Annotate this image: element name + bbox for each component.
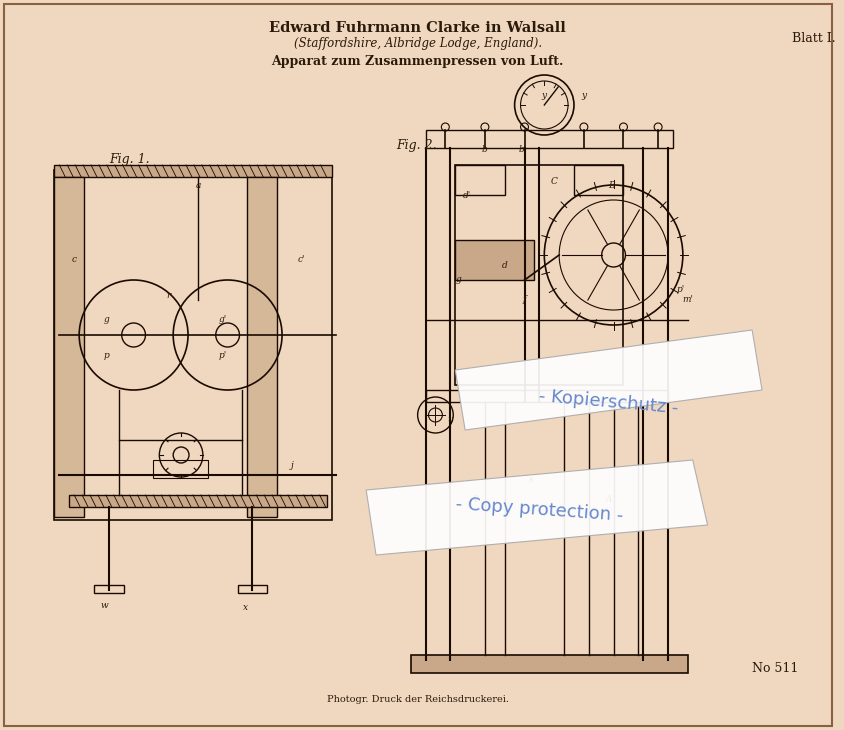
Bar [455,240,533,280]
Text: g': g' [219,315,226,325]
Text: - Kopierschutz -: - Kopierschutz - [538,387,679,417]
Text: d: d [501,261,507,269]
Text: r: r [166,291,170,299]
Text: u: u [446,415,452,425]
Bar [94,585,123,593]
Text: s: s [528,475,533,485]
Text: b: b [481,145,487,155]
Text: c: c [72,255,77,264]
Text: x: x [242,604,247,612]
Bar [455,165,623,385]
Text: Blatt I.: Blatt I. [791,31,835,45]
Bar [54,177,84,517]
Text: g: g [455,275,461,285]
Text: Edward Fuhrmann Clarke in Walsall: Edward Fuhrmann Clarke in Walsall [269,21,565,35]
Bar [410,655,687,673]
Bar [425,390,668,402]
Bar [154,460,208,478]
Bar [54,170,331,520]
Bar [54,165,331,177]
Bar [69,495,326,507]
Polygon shape [365,460,706,555]
Text: Fig. 1.: Fig. 1. [109,153,149,166]
Text: f: f [522,296,526,304]
Text: C: C [550,177,557,186]
Text: m': m' [681,296,692,304]
Text: - Copy protection -: - Copy protection - [454,495,623,525]
Text: w: w [100,601,108,610]
Text: c': c' [298,255,306,264]
Text: d': d' [463,191,471,199]
Polygon shape [455,330,761,430]
Text: Photogr. Druck der Reichsdruckerei.: Photogr. Druck der Reichsdruckerei. [327,696,508,704]
Bar [247,177,277,517]
Text: j: j [290,461,293,469]
Text: p: p [104,350,110,359]
Text: A: A [604,496,611,504]
Text: y: y [541,91,546,99]
Bar [573,165,623,195]
Text: p': p' [219,350,226,359]
Text: a: a [195,180,200,190]
Bar [425,130,672,148]
Text: B: B [608,180,614,190]
Bar [237,585,267,593]
Text: y: y [581,91,586,99]
Bar [455,165,504,195]
Text: p': p' [676,285,684,294]
Text: Apparat zum Zusammenpressen von Luft.: Apparat zum Zusammenpressen von Luft. [271,55,563,69]
Text: g: g [104,315,110,325]
Text: A': A' [470,496,479,504]
Text: No 511: No 511 [751,661,798,675]
Text: (Staffordshire, Albridge Lodge, England).: (Staffordshire, Albridge Lodge, England)… [293,37,541,50]
Text: b': b' [518,145,526,155]
Text: Fig. 2.: Fig. 2. [395,139,436,152]
